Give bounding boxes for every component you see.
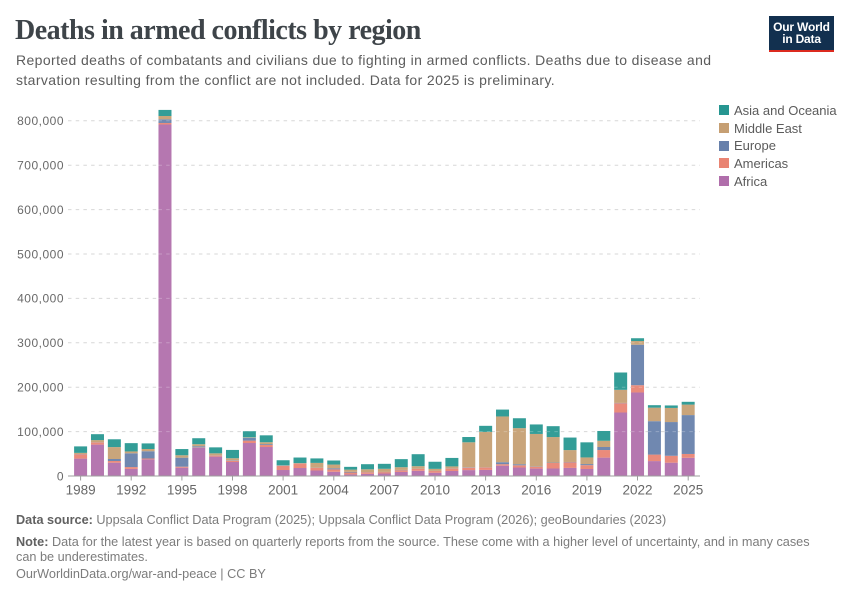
svg-text:800,000: 800,000 (17, 114, 64, 128)
svg-text:1995: 1995 (167, 483, 197, 498)
svg-text:2010: 2010 (420, 483, 450, 498)
svg-text:1992: 1992 (116, 483, 146, 498)
svg-text:2004: 2004 (319, 483, 350, 498)
svg-text:200,000: 200,000 (17, 381, 64, 395)
svg-text:2007: 2007 (369, 483, 399, 498)
svg-text:0: 0 (57, 469, 64, 483)
svg-text:2019: 2019 (572, 483, 602, 498)
svg-text:2013: 2013 (471, 483, 501, 498)
svg-text:2025: 2025 (673, 483, 703, 498)
svg-text:1998: 1998 (217, 483, 247, 498)
svg-text:2001: 2001 (268, 483, 298, 498)
svg-text:400,000: 400,000 (17, 292, 64, 306)
svg-text:500,000: 500,000 (17, 247, 64, 261)
svg-text:2022: 2022 (622, 483, 652, 498)
svg-text:2016: 2016 (521, 483, 551, 498)
svg-text:600,000: 600,000 (17, 203, 64, 217)
svg-text:700,000: 700,000 (17, 159, 64, 173)
svg-text:300,000: 300,000 (17, 336, 64, 350)
svg-text:1989: 1989 (66, 483, 96, 498)
svg-text:100,000: 100,000 (17, 425, 64, 439)
